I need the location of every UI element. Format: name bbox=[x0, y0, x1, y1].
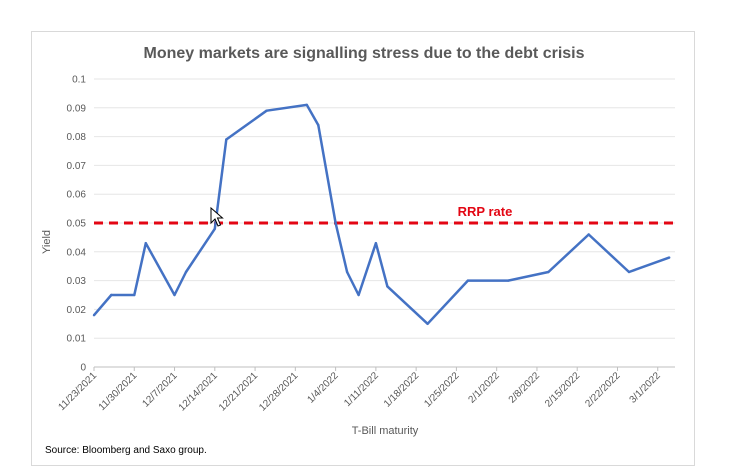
y-tick-label: 0 bbox=[80, 363, 86, 374]
data-point bbox=[668, 256, 671, 259]
data-point bbox=[507, 279, 510, 282]
x-axis-title: T-Bill maturity bbox=[352, 425, 419, 437]
data-point bbox=[173, 293, 176, 297]
y-tick-label: 0.06 bbox=[67, 190, 87, 201]
data-point bbox=[305, 103, 308, 107]
data-point bbox=[334, 221, 337, 225]
data-point bbox=[587, 233, 590, 236]
data-point bbox=[386, 285, 389, 288]
data-point bbox=[184, 270, 188, 274]
data-point bbox=[225, 138, 228, 141]
y-tick-label: 0.01 bbox=[67, 334, 87, 345]
x-tick-label: 2/22/2022 bbox=[583, 370, 623, 410]
y-tick-label: 0.07 bbox=[67, 161, 87, 172]
data-point bbox=[144, 242, 147, 245]
rrp-label: RRP rate bbox=[458, 204, 513, 219]
y-tick-label: 0.05 bbox=[67, 219, 87, 230]
y-tick-label: 0.1 bbox=[72, 75, 86, 86]
data-point bbox=[426, 322, 429, 325]
data-point bbox=[110, 293, 113, 297]
source-note: Source: Bloomberg and Saxo group. bbox=[45, 445, 207, 456]
y-tick-label: 0.03 bbox=[67, 276, 87, 287]
x-tick-label: 12/28/2021 bbox=[257, 370, 300, 413]
x-tick-label: 2/15/2022 bbox=[543, 370, 583, 410]
series bbox=[92, 103, 671, 326]
data-point bbox=[213, 227, 216, 230]
data-point bbox=[317, 123, 320, 127]
x-tick-label: 2/1/2022 bbox=[466, 370, 502, 406]
data-point bbox=[466, 279, 470, 282]
x-tick-label: 11/30/2021 bbox=[97, 370, 140, 413]
x-tick-label: 11/23/2021 bbox=[56, 370, 99, 413]
chart-area: Money markets are signalling stress due … bbox=[31, 31, 695, 466]
x-tick-label: 12/7/2021 bbox=[140, 370, 180, 410]
data-point bbox=[374, 242, 378, 245]
data-point bbox=[133, 293, 136, 297]
data-point bbox=[345, 270, 349, 274]
y-axis-title: Yield bbox=[41, 230, 53, 254]
y-axis-ticks: 0 0.01 0.02 0.03 0.04 0.05 0.06 0.07 0.08 0.09 0.1 bbox=[67, 75, 87, 374]
data-point bbox=[547, 270, 550, 274]
data-point bbox=[357, 293, 360, 297]
data-point bbox=[265, 109, 268, 112]
x-tick-label: 12/21/2021 bbox=[217, 370, 260, 413]
y-tick-label: 0.02 bbox=[67, 305, 87, 316]
chart-title: Money markets are signalling stress due … bbox=[143, 45, 584, 62]
x-tick-label: 1/11/2022 bbox=[342, 370, 381, 409]
data-point bbox=[627, 270, 631, 274]
x-tick-label: 1/4/2022 bbox=[305, 370, 341, 406]
y-tick-label: 0.04 bbox=[67, 247, 87, 258]
series-line bbox=[93, 103, 670, 326]
x-tick-label: 3/1/2022 bbox=[628, 370, 664, 406]
x-tick-label: 1/25/2022 bbox=[422, 370, 462, 410]
line-chart: Money markets are signalling stress due … bbox=[41, 45, 675, 456]
y-tick-label: 0.08 bbox=[67, 132, 87, 143]
x-tick-label: 2/8/2022 bbox=[507, 370, 543, 406]
x-tick-label: 1/18/2022 bbox=[382, 370, 422, 410]
data-point bbox=[92, 314, 96, 317]
y-tick-label: 0.09 bbox=[67, 103, 87, 114]
x-tick-label: 12/14/2021 bbox=[177, 370, 220, 413]
